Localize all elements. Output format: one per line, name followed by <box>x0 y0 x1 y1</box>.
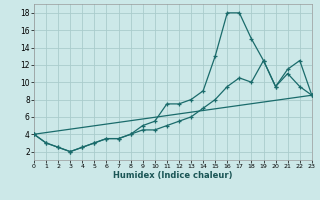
X-axis label: Humidex (Indice chaleur): Humidex (Indice chaleur) <box>113 171 233 180</box>
